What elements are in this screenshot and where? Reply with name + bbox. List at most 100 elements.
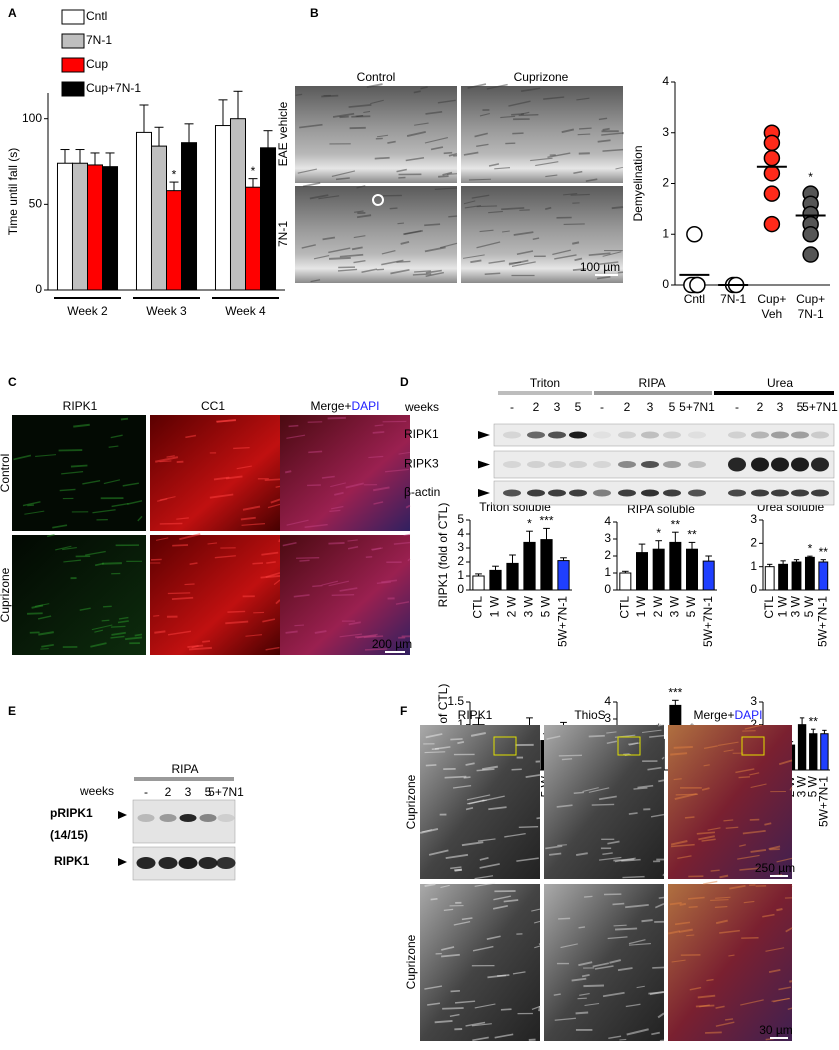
texture (671, 959, 686, 963)
texture (467, 83, 487, 89)
texture (669, 902, 682, 906)
bar (150, 145, 168, 291)
texture (321, 475, 335, 479)
texture (363, 110, 371, 114)
texture (209, 493, 234, 499)
texture (355, 115, 364, 117)
blot-band (728, 489, 746, 497)
texture (262, 618, 276, 623)
y-tick-label: 2 (457, 554, 464, 568)
texture (134, 633, 143, 637)
column-label: RIPK1 (458, 708, 493, 722)
texture (424, 246, 446, 253)
texture (606, 740, 617, 745)
group-label: RIPA (171, 762, 198, 776)
micrograph (420, 884, 540, 1041)
texture (607, 936, 628, 940)
texture (189, 562, 198, 566)
texture (275, 599, 281, 605)
legend-label: Cup (86, 57, 108, 71)
texture (466, 794, 491, 801)
texture (461, 841, 484, 847)
legend-swatch (61, 33, 85, 49)
texture (597, 276, 611, 280)
texture (572, 267, 587, 272)
texture (674, 921, 691, 926)
texture (395, 601, 410, 605)
texture (723, 819, 734, 822)
texture (750, 848, 767, 853)
texture (449, 1013, 460, 1017)
y-tick-label: 3 (604, 531, 611, 545)
texture (345, 482, 364, 489)
texture (450, 866, 462, 870)
texture (668, 930, 681, 935)
texture (101, 619, 110, 622)
bar (506, 562, 519, 591)
column-label: RIPK1 (63, 399, 98, 413)
micrograph (280, 415, 410, 531)
texture (735, 768, 755, 774)
texture (561, 758, 573, 761)
blot-band (548, 431, 566, 439)
texture (615, 927, 638, 931)
texture (602, 127, 610, 131)
blot-band (569, 431, 587, 439)
x-tick-label: 5W+7N-1 (815, 596, 829, 647)
row-label: Control (0, 454, 12, 493)
texture (273, 579, 281, 586)
texture (424, 883, 436, 887)
x-tick-label: 1 W (488, 595, 502, 617)
texture (655, 903, 665, 909)
y-tick-label: 0 (604, 582, 611, 596)
texture (479, 863, 500, 869)
texture (742, 830, 766, 835)
texture (577, 133, 591, 136)
texture (425, 110, 443, 115)
y-tick-label: 2 (750, 536, 757, 550)
texture (583, 984, 605, 988)
texture (355, 634, 377, 638)
blot-band (641, 489, 659, 497)
texture (465, 762, 475, 766)
data-point (763, 215, 781, 233)
blot-band (663, 489, 681, 497)
texture (376, 134, 389, 138)
x-tick-label: 3 W (794, 775, 808, 797)
texture (572, 241, 580, 245)
texture (354, 210, 364, 213)
texture (577, 997, 587, 1000)
bar (669, 541, 682, 591)
texture (159, 460, 172, 463)
texture (765, 947, 785, 952)
texture (705, 1031, 722, 1034)
texture (309, 194, 329, 200)
texture (73, 423, 90, 428)
panel-label: E (8, 704, 16, 718)
lane-label: 2 (624, 400, 631, 414)
scale-label: 100 µm (580, 260, 620, 274)
x-tick-label: 7N-1 (720, 292, 746, 306)
texture (299, 123, 323, 129)
texture (474, 882, 496, 887)
texture (768, 845, 781, 850)
texture (424, 137, 449, 144)
texture (339, 115, 349, 119)
texture (157, 498, 168, 502)
row-label: β-actin (404, 485, 440, 499)
lane-label: - (600, 400, 604, 414)
texture (520, 87, 541, 92)
bar (820, 733, 829, 771)
blot-band (178, 857, 198, 869)
texture (608, 1035, 622, 1039)
row-label: pRIPK1 (50, 806, 93, 820)
blot-band (663, 431, 681, 439)
texture (137, 515, 143, 522)
blot-band (527, 431, 545, 439)
texture (465, 1021, 486, 1027)
legend-swatch (61, 9, 85, 25)
texture (372, 431, 385, 434)
texture (739, 867, 760, 871)
texture (584, 1002, 600, 1007)
bar (489, 569, 502, 591)
